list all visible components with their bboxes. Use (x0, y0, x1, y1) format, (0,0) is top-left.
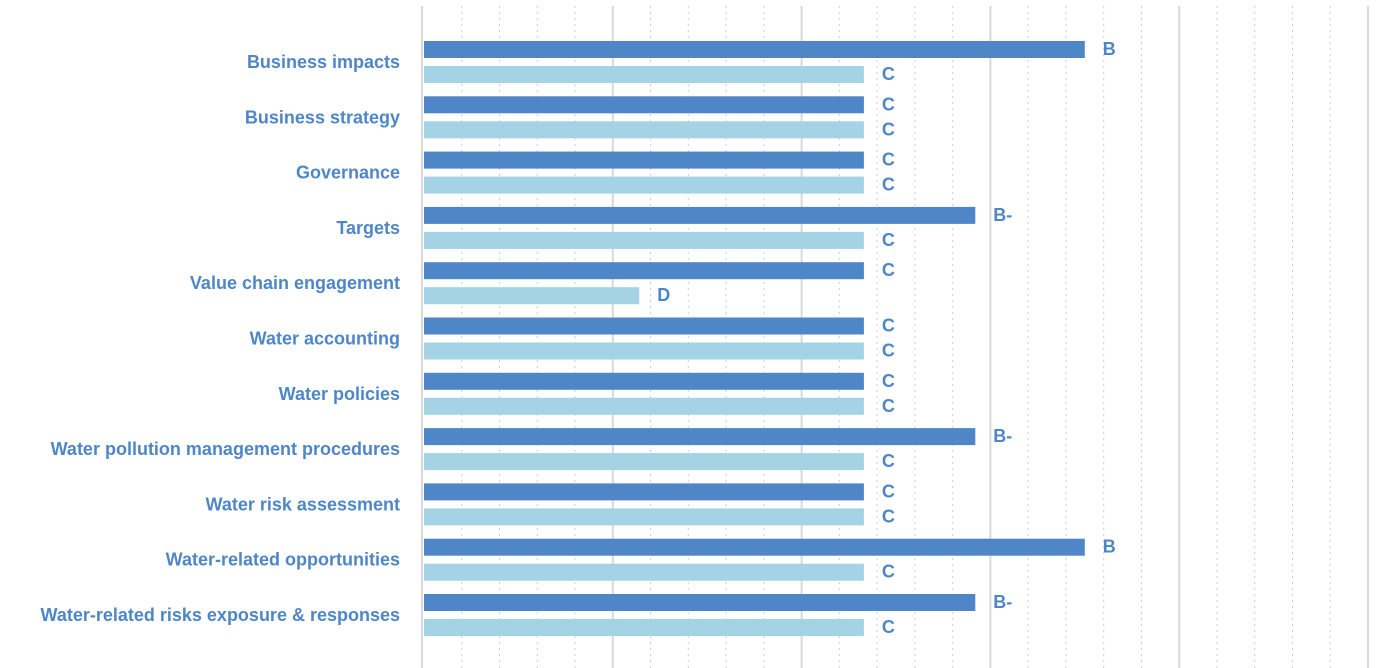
data-label: C (882, 316, 895, 336)
data-label: B- (993, 592, 1012, 612)
data-label: C (882, 175, 895, 195)
bar-series-2 (424, 66, 864, 83)
data-label: C (882, 451, 895, 471)
data-label: B (1103, 39, 1116, 59)
gridlines (421, 6, 1369, 668)
category-label: Value chain engagement (190, 273, 400, 293)
data-label: C (882, 562, 895, 582)
bar-series-2 (424, 508, 864, 526)
bar-series-2 (424, 342, 864, 360)
bars (424, 41, 1085, 636)
bar-series-2 (424, 176, 864, 194)
bar-series-1 (424, 594, 976, 611)
data-label: C (882, 94, 895, 114)
bar-series-2 (424, 287, 640, 305)
bar-series-2 (424, 453, 864, 471)
category-label: Water risk assessment (206, 494, 400, 514)
category-label: Governance (296, 163, 400, 183)
category-label: Targets (336, 218, 400, 238)
data-label: C (882, 64, 895, 84)
bar-series-1 (424, 372, 864, 390)
data-label: C (882, 119, 895, 139)
data-label: D (657, 285, 670, 305)
bar-series-1 (424, 96, 864, 114)
data-label: C (882, 260, 895, 280)
data-label: C (882, 506, 895, 526)
data-label: C (882, 481, 895, 501)
bar-series-1 (424, 41, 1085, 58)
bar-series-2 (424, 121, 864, 139)
data-label: C (882, 230, 895, 250)
bar-series-1 (424, 262, 864, 280)
data-label: C (882, 150, 895, 170)
category-label: Business strategy (245, 107, 400, 127)
bar-series-2 (424, 619, 864, 636)
category-label: Water accounting (250, 329, 400, 349)
data-label: C (882, 371, 895, 391)
bar-series-1 (424, 428, 976, 446)
bar-series-1 (424, 206, 976, 224)
category-labels: Business impacts Business strategy Governa… (41, 52, 400, 625)
bar-series-2 (424, 397, 864, 415)
bar-series-2 (424, 563, 864, 581)
data-label: C (882, 617, 895, 637)
category-label: Water-related opportunities (166, 550, 400, 570)
bar-series-1 (424, 151, 864, 169)
data-label: B (1103, 537, 1116, 557)
data-label: B- (993, 205, 1012, 225)
category-label: Water policies (279, 384, 400, 404)
category-label: Water pollution management procedures (51, 439, 400, 459)
bar-series-1 (424, 483, 864, 501)
category-label: Water-related risks exposure & responses (41, 605, 400, 625)
data-label: C (882, 396, 895, 416)
bar-series-1 (424, 317, 864, 335)
data-label: C (882, 341, 895, 361)
data-label: B- (993, 426, 1012, 446)
bar-series-1 (424, 538, 1085, 556)
category-label: Business impacts (247, 52, 400, 72)
bar-series-2 (424, 231, 864, 249)
